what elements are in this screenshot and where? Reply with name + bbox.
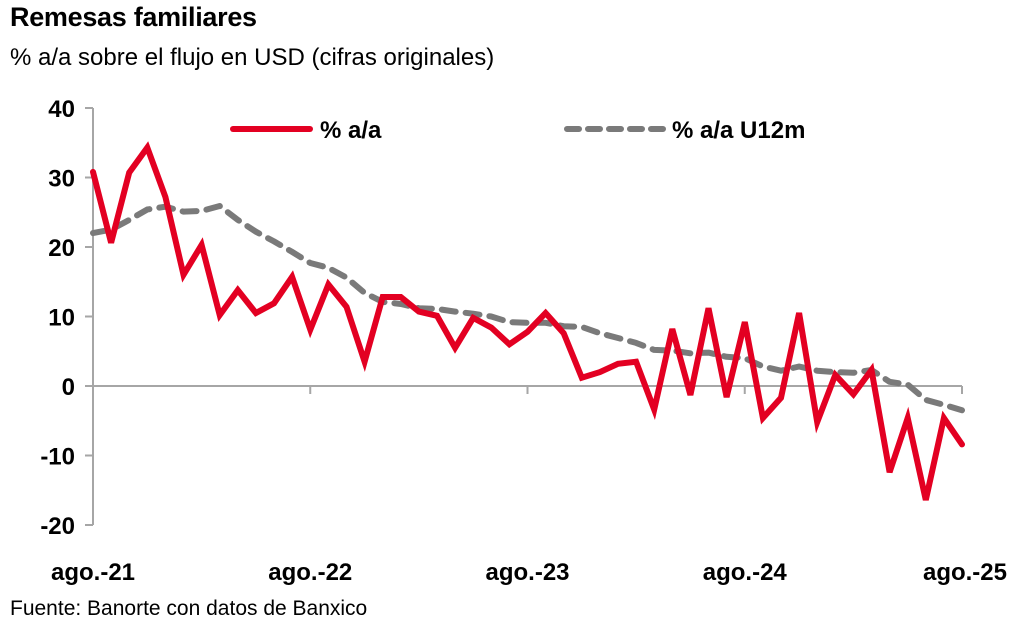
source-note: Fuente: Banorte con datos de Banxico [10, 597, 368, 620]
axes: 40 30 20 10 0 -10 -20 ago.-21 ago.-22 ago.-23 ago.… [40, 96, 1007, 586]
x-tick-label: ago.-23 [485, 559, 569, 586]
y-tick-label: 40 [48, 96, 75, 123]
legend: % a/a % a/a U12m [230, 117, 805, 144]
y-tick-label: -10 [40, 444, 75, 471]
y-tick-label: 0 [62, 374, 75, 401]
series-group [90, 141, 965, 501]
chart-subtitle: % a/a sobre el flujo en USD (cifras orig… [10, 44, 495, 71]
x-tick-label: ago.-21 [51, 559, 135, 586]
y-tick-label: -20 [40, 513, 75, 540]
series-line-1 [90, 203, 965, 414]
x-tick-label: ago.-24 [703, 559, 788, 586]
chart-title: Remesas familiares [10, 2, 257, 32]
legend-label-series-1: % a/a U12m [672, 117, 805, 144]
series-line-0 [90, 141, 965, 501]
y-tick-label: 20 [48, 235, 75, 262]
y-tick-label: 30 [48, 166, 75, 193]
x-tick-label: ago.-22 [268, 559, 352, 586]
legend-label-series-0: % a/a [320, 117, 382, 144]
x-tick-label: ago.-25 [923, 559, 1007, 586]
y-tick-label: 10 [48, 305, 75, 332]
